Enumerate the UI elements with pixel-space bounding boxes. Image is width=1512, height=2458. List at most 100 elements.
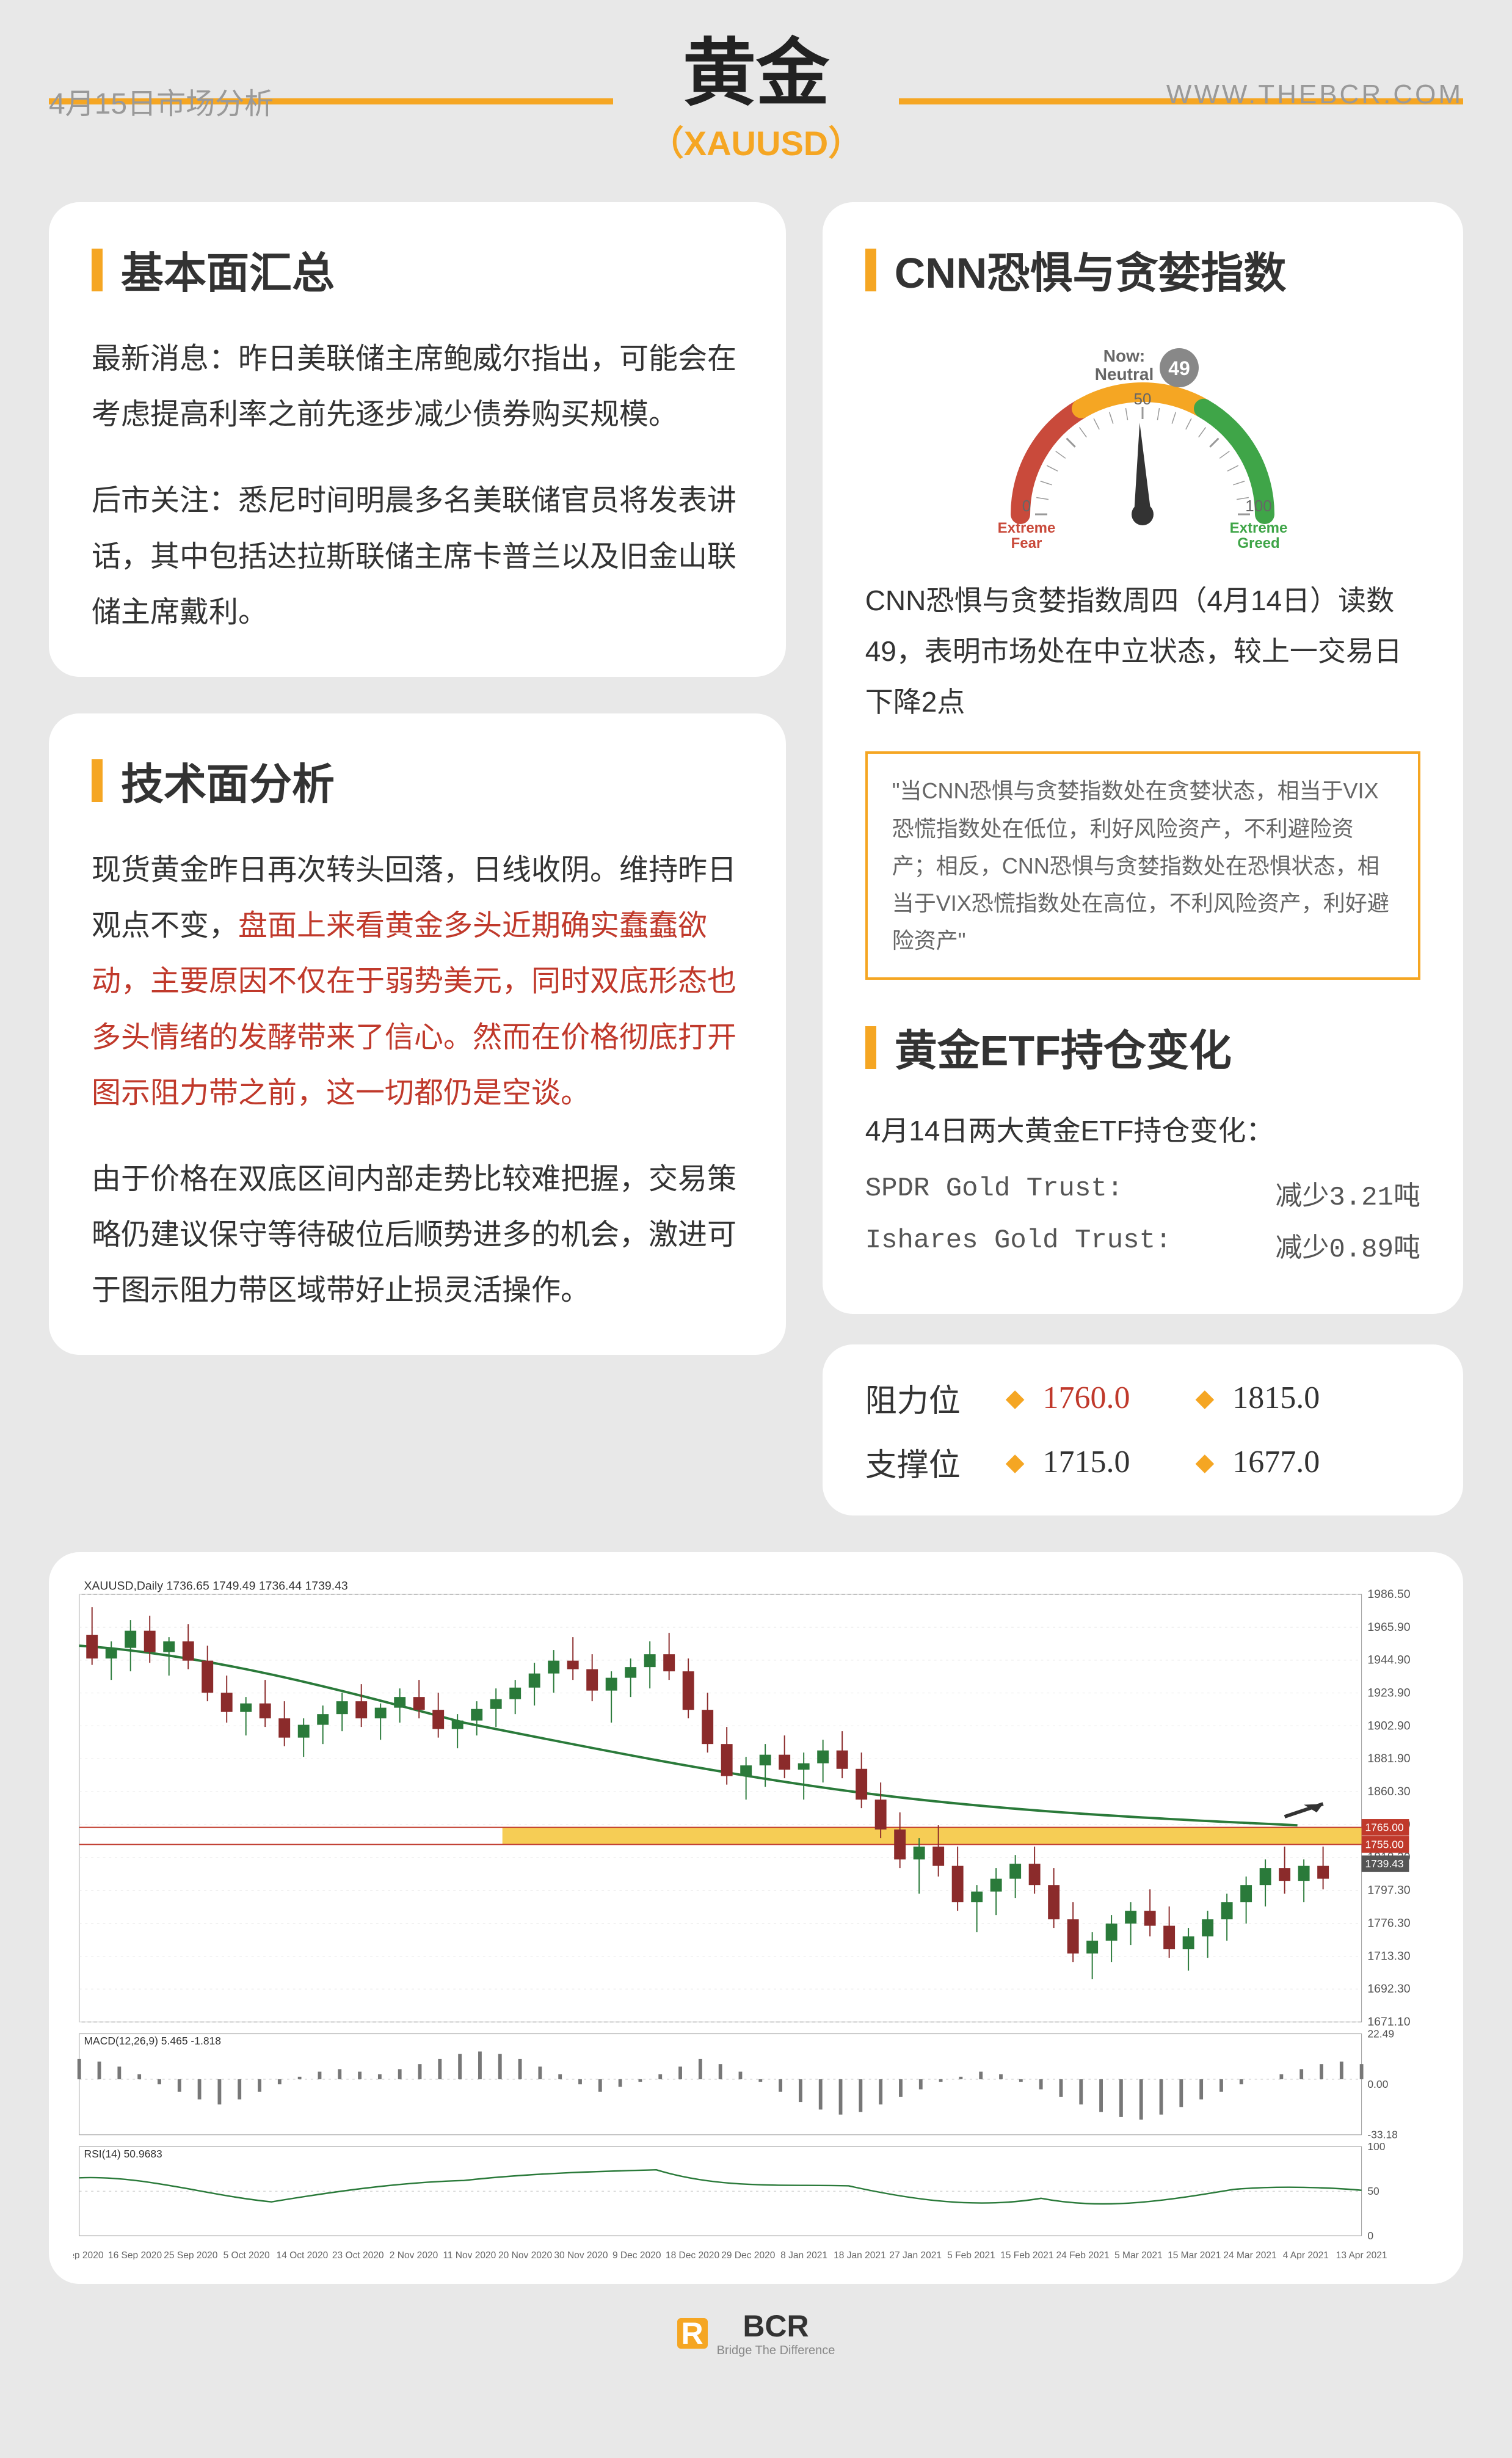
svg-text:Fear: Fear	[1011, 535, 1042, 551]
etf-row-0-name: SPDR Gold Trust:	[865, 1173, 1123, 1213]
fear-greed-gauge: Now:Neutral49050100ExtremeFearExtremeGre…	[865, 331, 1420, 551]
dot-icon: ◆	[1006, 1448, 1025, 1476]
svg-text:27 Jan 2021: 27 Jan 2021	[889, 2250, 942, 2259]
etf-row-0-change: 减少3.21吨	[1275, 1173, 1420, 1213]
svg-text:29 Dec 2020: 29 Dec 2020	[721, 2250, 776, 2259]
svg-text:XAUUSD,Daily 1736.65 1749.49 1: XAUUSD,Daily 1736.65 1749.49 1736.44 173…	[84, 1580, 347, 1593]
technical-card: 技术面分析 现货黄金昨日再次转头回落，日线收阴。维持昨日观点不变，盘面上来看黄金…	[49, 713, 786, 1355]
cnn-card: CNN恐惧与贪婪指数 Now:Neutral49050100ExtremeFea…	[823, 202, 1463, 1314]
logo-icon: R	[677, 2318, 708, 2349]
price-chart: XAUUSD,Daily 1736.65 1749.49 1736.44 173…	[73, 1577, 1439, 2259]
etf-heading: 黄金ETF持仓变化	[865, 1016, 1420, 1078]
svg-text:MACD(12,26,9) 5.465 -1.818: MACD(12,26,9) 5.465 -1.818	[84, 2035, 221, 2047]
svg-text:1755.00: 1755.00	[1365, 1839, 1403, 1851]
svg-text:0: 0	[1367, 2230, 1373, 2242]
svg-text:RSI(14) 50.9683: RSI(14) 50.9683	[84, 2148, 162, 2160]
svg-text:100: 100	[1367, 2140, 1385, 2153]
header-date: 4月15日市场分析	[49, 79, 274, 122]
resistance-1: 1760.0	[1042, 1380, 1177, 1416]
svg-text:18 Jan 2021: 18 Jan 2021	[834, 2250, 886, 2259]
svg-text:0.00: 0.00	[1367, 2078, 1388, 2090]
header-url: WWW.THEBCR.COM	[1166, 79, 1463, 110]
fundamentals-heading: 基本面汇总	[92, 239, 743, 301]
cnn-heading: CNN恐惧与贪婪指数	[865, 239, 1420, 301]
svg-text:2 Nov 2020: 2 Nov 2020	[390, 2250, 438, 2259]
svg-text:11 Nov 2020: 11 Nov 2020	[443, 2250, 496, 2259]
svg-text:1739.43: 1739.43	[1365, 1858, 1403, 1870]
fundamentals-p1: 最新消息：昨日美联储主席鲍威尔指出，可能会在考虑提高利率之前先逐步减少债券购买规…	[92, 331, 743, 442]
etf-row-0: SPDR Gold Trust: 减少3.21吨	[865, 1173, 1420, 1213]
page-subtitle: （XAUUSD）	[650, 116, 862, 166]
svg-text:1671.10: 1671.10	[1367, 2015, 1410, 2029]
svg-text:1944.90: 1944.90	[1367, 1654, 1410, 1667]
support-2: 1677.0	[1232, 1444, 1367, 1480]
svg-text:23 Oct 2020: 23 Oct 2020	[332, 2250, 384, 2259]
svg-text:15 Mar 2021: 15 Mar 2021	[1168, 2250, 1221, 2259]
cnn-quote: "当CNN恐惧与贪婪指数处在贪婪状态，相当于VIX恐慌指数处在低位，利好风险资产…	[865, 751, 1420, 980]
title-block: 黄金 （XAUUSD）	[613, 37, 899, 166]
levels-card: 阻力位 ◆ 1760.0 ◆ 1815.0 支撑位 ◆ 1715.0 ◆ 167…	[823, 1344, 1463, 1515]
fundamentals-p2: 后市关注：悉尼时间明晨多名美联储官员将发表讲话，其中包括达拉斯联储主席卡普兰以及…	[92, 473, 743, 640]
fundamentals-card: 基本面汇总 最新消息：昨日美联储主席鲍威尔指出，可能会在考虑提高利率之前先逐步减…	[49, 202, 786, 677]
technical-heading: 技术面分析	[92, 750, 743, 812]
support-1: 1715.0	[1042, 1444, 1177, 1480]
footer-brand: BCR Bridge The Difference	[717, 2308, 835, 2358]
technical-p2: 由于价格在双底区间内部走势比较难把握，交易策略仍建议保守等待破位后顺势进多的机会…	[92, 1151, 743, 1319]
svg-text:5 Mar 2021: 5 Mar 2021	[1114, 2250, 1163, 2259]
svg-text:1986.50: 1986.50	[1367, 1588, 1410, 1601]
svg-text:1776.30: 1776.30	[1367, 1917, 1410, 1930]
svg-text:25 Sep 2020: 25 Sep 2020	[164, 2250, 218, 2259]
resistance-row: 阻力位 ◆ 1760.0 ◆ 1815.0	[865, 1375, 1420, 1421]
svg-text:Extreme: Extreme	[998, 520, 1056, 536]
svg-text:Neutral: Neutral	[1095, 365, 1154, 384]
svg-text:16 Sep 2020: 16 Sep 2020	[108, 2250, 162, 2259]
svg-text:13 Apr 2021: 13 Apr 2021	[1336, 2250, 1387, 2259]
svg-text:-33.18: -33.18	[1367, 2129, 1398, 2141]
svg-text:22.49: 22.49	[1367, 2028, 1394, 2040]
svg-text:1713.30: 1713.30	[1367, 1950, 1410, 1963]
etf-row-1-name: Ishares Gold Trust:	[865, 1225, 1172, 1265]
svg-text:1923.90: 1923.90	[1367, 1687, 1410, 1700]
svg-text:Extreme: Extreme	[1230, 520, 1288, 536]
price-chart-card: XAUUSD,Daily 1736.65 1749.49 1736.44 173…	[49, 1552, 1463, 2284]
etf-sub: 4月14日两大黄金ETF持仓变化：	[865, 1109, 1420, 1149]
svg-text:0: 0	[1022, 497, 1031, 515]
svg-text:1965.90: 1965.90	[1367, 1621, 1410, 1634]
support-label: 支撑位	[865, 1439, 987, 1485]
page-header: 4月15日市场分析 黄金 （XAUUSD） WWW.THEBCR.COM	[49, 37, 1463, 166]
resistance-2: 1815.0	[1232, 1380, 1367, 1416]
cnn-text: CNN恐惧与贪婪指数周四（4月14日）读数49，表明市场处在中立状态，较上一交易…	[865, 575, 1420, 727]
svg-text:50: 50	[1134, 390, 1152, 408]
svg-text:Greed: Greed	[1238, 535, 1280, 551]
resistance-label: 阻力位	[865, 1375, 987, 1421]
dot-icon: ◆	[1195, 1384, 1214, 1412]
svg-text:1902.90: 1902.90	[1367, 1720, 1410, 1733]
footer: R BCR Bridge The Difference	[49, 2308, 1463, 2358]
svg-text:24 Mar 2021: 24 Mar 2021	[1223, 2250, 1276, 2259]
page-title: 黄金	[650, 37, 862, 110]
svg-text:1860.30: 1860.30	[1367, 1785, 1410, 1798]
svg-text:4 Apr 2021: 4 Apr 2021	[1283, 2250, 1329, 2259]
footer-tagline: Bridge The Difference	[717, 2344, 835, 2358]
svg-text:30 Nov 2020: 30 Nov 2020	[554, 2250, 608, 2259]
svg-text:18 Dec 2020: 18 Dec 2020	[666, 2250, 720, 2259]
svg-text:14 Oct 2020: 14 Oct 2020	[277, 2250, 329, 2259]
etf-row-1-change: 减少0.89吨	[1275, 1225, 1420, 1265]
support-row: 支撑位 ◆ 1715.0 ◆ 1677.0	[865, 1439, 1420, 1485]
dot-icon: ◆	[1006, 1384, 1025, 1412]
svg-text:1881.90: 1881.90	[1367, 1752, 1410, 1766]
svg-text:100: 100	[1246, 497, 1272, 515]
svg-text:5 Feb 2021: 5 Feb 2021	[947, 2250, 995, 2259]
svg-text:7 Sep 2020: 7 Sep 2020	[73, 2250, 104, 2259]
svg-text:50: 50	[1367, 2185, 1379, 2197]
svg-text:Now:: Now:	[1103, 346, 1145, 365]
svg-text:49: 49	[1169, 357, 1191, 379]
svg-text:24 Feb 2021: 24 Feb 2021	[1056, 2250, 1109, 2259]
svg-text:9 Dec 2020: 9 Dec 2020	[612, 2250, 661, 2259]
svg-text:8 Jan 2021: 8 Jan 2021	[780, 2250, 827, 2259]
footer-brand-text: BCR	[743, 2309, 809, 2343]
svg-text:1797.30: 1797.30	[1367, 1884, 1410, 1897]
etf-row-1: Ishares Gold Trust: 减少0.89吨	[865, 1225, 1420, 1265]
svg-text:1765.00: 1765.00	[1365, 1822, 1403, 1834]
dot-icon: ◆	[1195, 1448, 1214, 1476]
